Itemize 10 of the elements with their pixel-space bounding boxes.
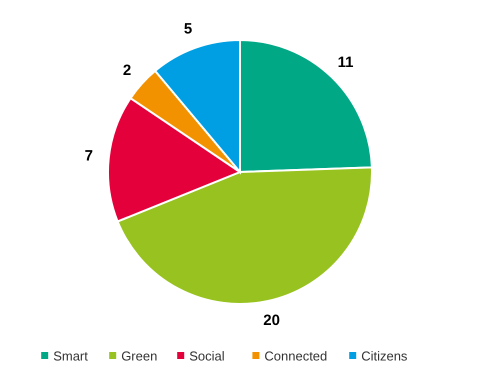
legend-label: Smart [53,348,88,364]
legend-label: Social [189,348,225,364]
data-label: 20 [263,312,280,330]
legend-label: Connected [264,348,328,364]
data-label: 5 [184,20,192,38]
legend-label: Citizens [361,348,408,364]
data-label: 7 [84,148,94,165]
data-label: 2 [122,62,132,79]
data-label: 11 [338,54,354,72]
legend-label: Green [121,348,158,364]
